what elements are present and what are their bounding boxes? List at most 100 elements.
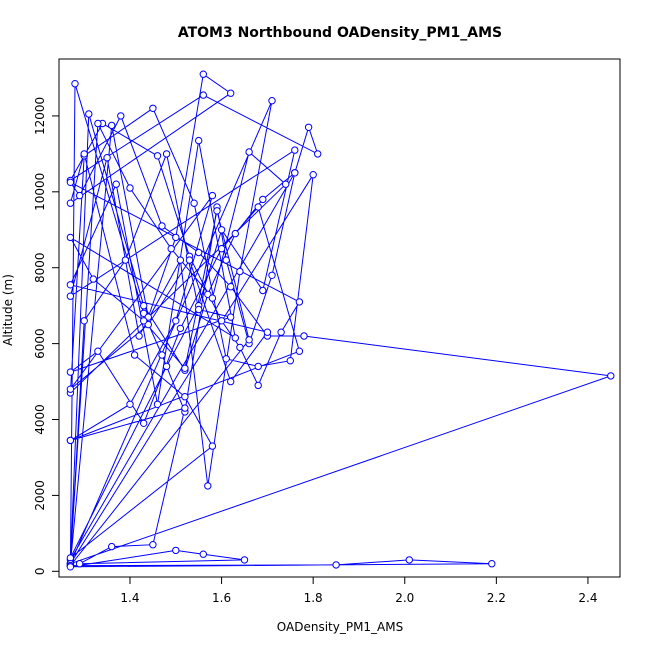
data-point — [118, 113, 124, 119]
data-point — [264, 329, 270, 335]
data-point — [315, 151, 321, 157]
data-point — [182, 394, 188, 400]
data-point — [90, 276, 96, 282]
data-point — [296, 348, 302, 354]
data-point — [127, 185, 133, 191]
data-point — [67, 369, 73, 375]
data-point — [246, 337, 252, 343]
data-point — [67, 200, 73, 206]
data-point — [228, 378, 234, 384]
data-point — [67, 564, 73, 570]
data-point — [186, 257, 192, 263]
data-point — [67, 282, 73, 288]
chart-title: ATOM3 Northbound OADensity_PM1_AMS — [178, 25, 502, 41]
data-point — [237, 344, 243, 350]
x-tick-label: 1.6 — [212, 591, 231, 605]
data-point — [150, 105, 156, 111]
data-point — [241, 557, 247, 563]
data-point — [232, 335, 238, 341]
data-point — [196, 249, 202, 255]
data-point — [122, 257, 128, 263]
data-point — [141, 420, 147, 426]
data-point — [76, 192, 82, 198]
data-point — [72, 81, 78, 87]
data-point — [246, 149, 252, 155]
data-point — [177, 257, 183, 263]
data-point — [200, 71, 206, 77]
y-tick-label: 2000 — [33, 480, 47, 511]
data-point — [173, 547, 179, 553]
data-point — [255, 204, 261, 210]
x-tick-label: 1.8 — [304, 591, 323, 605]
data-point — [150, 542, 156, 548]
data-point — [278, 329, 284, 335]
data-point — [305, 124, 311, 130]
data-point — [260, 196, 266, 202]
data-point — [608, 373, 614, 379]
data-point — [209, 443, 215, 449]
data-point — [214, 208, 220, 214]
data-point — [255, 363, 261, 369]
data-point — [287, 358, 293, 364]
data-point — [154, 401, 160, 407]
data-point — [67, 293, 73, 299]
data-point — [200, 551, 206, 557]
data-point — [228, 90, 234, 96]
x-axis-label: OADensity_PM1_AMS — [277, 620, 403, 634]
y-tick-label: 12000 — [33, 97, 47, 135]
data-point — [301, 333, 307, 339]
data-point — [131, 352, 137, 358]
x-axis: 1.4 1.6 1.8 2.0 2.2 2.4 — [120, 577, 597, 605]
x-tick-label: 2.0 — [395, 591, 414, 605]
data-point — [109, 122, 115, 128]
data-point — [228, 314, 234, 320]
data-point — [109, 543, 115, 549]
series-line — [70, 74, 610, 567]
x-tick-label: 2.2 — [487, 591, 506, 605]
data-point — [159, 352, 165, 358]
data-point — [159, 223, 165, 229]
data-point — [196, 306, 202, 312]
data-point — [269, 98, 275, 104]
data-point — [223, 356, 229, 362]
data-point — [168, 246, 174, 252]
data-point — [218, 227, 224, 233]
data-point — [205, 483, 211, 489]
data-point — [255, 382, 261, 388]
data-point — [95, 348, 101, 354]
data-point — [163, 151, 169, 157]
data-point — [223, 257, 229, 263]
data-point — [218, 246, 224, 252]
data-point — [292, 147, 298, 153]
y-tick-label: 6000 — [33, 328, 47, 359]
data-point — [260, 287, 266, 293]
data-point — [283, 181, 289, 187]
data-point — [209, 192, 215, 198]
data-point — [333, 562, 339, 568]
data-point — [86, 111, 92, 117]
x-tick-label: 2.4 — [578, 591, 597, 605]
data-point — [228, 284, 234, 290]
data-point — [292, 170, 298, 176]
data-point — [218, 318, 224, 324]
data-point — [113, 181, 119, 187]
data-point — [177, 325, 183, 331]
data-point — [200, 92, 206, 98]
data-point — [67, 179, 73, 185]
data-point — [173, 234, 179, 240]
y-tick-label: 4000 — [33, 404, 47, 435]
data-point — [310, 172, 316, 178]
data-point — [209, 295, 215, 301]
y-tick-label: 8000 — [33, 252, 47, 283]
data-point — [95, 120, 101, 126]
x-tick-label: 1.4 — [120, 591, 139, 605]
data-point — [127, 401, 133, 407]
data-point — [196, 137, 202, 143]
data-point — [191, 200, 197, 206]
data-point — [81, 151, 87, 157]
data-point — [232, 230, 238, 236]
y-axis-label: Altitude (m) — [1, 274, 15, 346]
data-point — [136, 333, 142, 339]
data-point — [406, 557, 412, 563]
